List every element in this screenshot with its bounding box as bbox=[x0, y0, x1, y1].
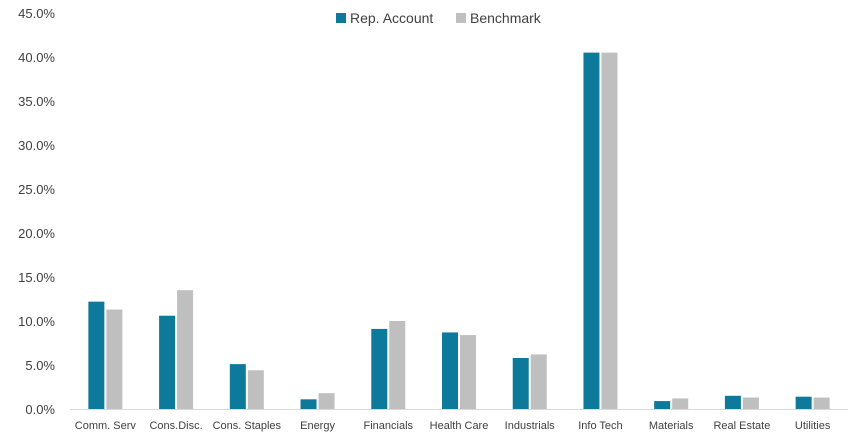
legend: Rep. Account Benchmark bbox=[336, 10, 542, 26]
bar-benchmark bbox=[318, 393, 335, 409]
x-tick-label: Utilities bbox=[795, 420, 831, 432]
bar-rep-account bbox=[371, 328, 388, 409]
x-tick-label: Comm. Serv bbox=[75, 420, 137, 432]
y-tick-label: 20.0% bbox=[18, 226, 55, 241]
bar-benchmark bbox=[742, 397, 759, 409]
x-tick-label: Financials bbox=[364, 420, 414, 432]
x-tick-label: Energy bbox=[300, 420, 335, 432]
bar-benchmark bbox=[247, 370, 264, 409]
bar-rep-account bbox=[654, 401, 671, 409]
y-tick-label: 30.0% bbox=[18, 138, 55, 153]
x-tick-label: Cons. Staples bbox=[213, 420, 282, 432]
y-tick-label: 35.0% bbox=[18, 94, 55, 109]
x-axis-labels: Comm. Serv Cons.Disc. Cons. Staples Energy F… bbox=[75, 420, 831, 432]
y-axis: 0.0% 5.0% 10.0% 15.0% 20.0% 25.0% 30.0% 35.0% 40… bbox=[18, 6, 55, 417]
bar-rep-account bbox=[300, 399, 317, 409]
bar-rep-account bbox=[512, 357, 529, 409]
legend-label-benchmark: Benchmark bbox=[470, 10, 542, 26]
bar-benchmark bbox=[106, 309, 123, 409]
x-tick-label: Info Tech bbox=[578, 420, 622, 432]
x-tick-label: Real Estate bbox=[713, 420, 770, 432]
bar-rep-account bbox=[442, 332, 458, 409]
legend-swatch-benchmark bbox=[456, 13, 466, 23]
bar-benchmark bbox=[460, 335, 476, 409]
x-tick-label: Health Care bbox=[430, 420, 489, 432]
y-tick-label: 15.0% bbox=[18, 270, 55, 285]
bar-rep-account bbox=[229, 364, 246, 409]
legend-swatch-rep-account bbox=[336, 13, 346, 23]
y-tick-label: 0.0% bbox=[25, 402, 55, 417]
x-tick-label: Materials bbox=[649, 420, 694, 432]
y-tick-label: 40.0% bbox=[18, 50, 55, 65]
y-tick-label: 10.0% bbox=[18, 314, 55, 329]
y-tick-label: 25.0% bbox=[18, 182, 55, 197]
bar-rep-account bbox=[724, 395, 741, 409]
bar-rep-account bbox=[795, 396, 812, 409]
x-tick-label: Cons.Disc. bbox=[149, 420, 202, 432]
bar-benchmark bbox=[813, 397, 830, 409]
y-tick-label: 45.0% bbox=[18, 6, 55, 21]
bar-rep-account bbox=[583, 52, 600, 409]
bars bbox=[88, 52, 830, 409]
x-tick-label: Industrials bbox=[505, 420, 556, 432]
bar-rep-account bbox=[159, 315, 176, 409]
legend-label-rep-account: Rep. Account bbox=[350, 10, 433, 26]
bar-benchmark bbox=[389, 321, 406, 409]
bar-benchmark bbox=[672, 398, 689, 409]
bar-benchmark bbox=[177, 290, 194, 409]
bar-rep-account bbox=[88, 301, 105, 409]
bar-benchmark bbox=[530, 354, 547, 409]
y-tick-label: 5.0% bbox=[25, 358, 55, 373]
bar-benchmark bbox=[601, 52, 618, 409]
